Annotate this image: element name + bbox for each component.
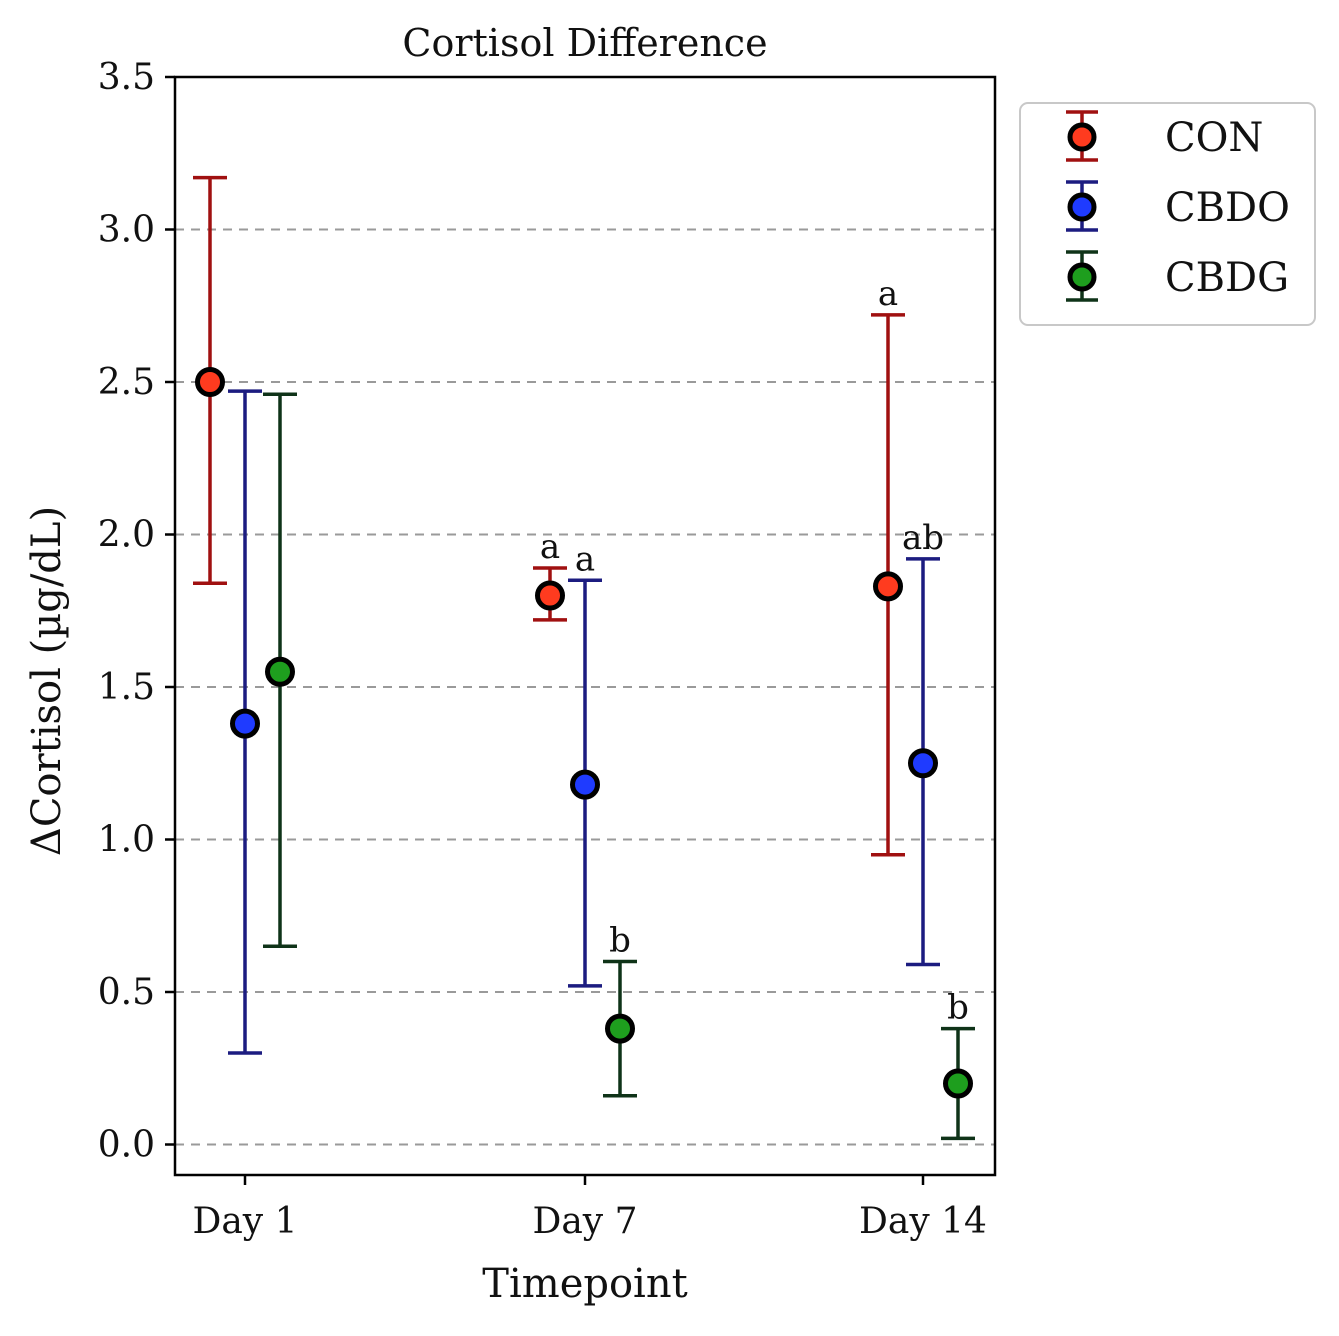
x-tick-label: Day 1 [192, 1201, 297, 1242]
legend: CON CBDO CBDG [1019, 102, 1316, 326]
cbdo-significance-label: ab [902, 518, 944, 558]
y-tick-label: 1.5 [98, 667, 155, 708]
legend-entry-cbdg: CBDG [1066, 250, 1289, 302]
con-point [195, 367, 225, 397]
cbdo-point [570, 769, 600, 800]
cbdg-point [605, 1013, 635, 1044]
legend-label: CON [1165, 115, 1263, 161]
legend-marker [1067, 122, 1097, 152]
con-point-group: a [871, 274, 905, 857]
con-point-group: a [533, 527, 567, 622]
y-tick-label: 3.5 [98, 57, 155, 98]
con-significance-label: a [878, 274, 898, 314]
cbdg-significance-label: b [947, 988, 969, 1028]
legend-marker [1067, 192, 1097, 222]
y-tick-label: 3.0 [98, 210, 155, 251]
grid-lines [175, 228, 995, 1146]
cbdo-point [230, 708, 260, 739]
y-tick-label: 2.0 [98, 515, 155, 556]
y-tick-label: 0.0 [98, 1125, 155, 1166]
cbdg-point [265, 656, 295, 687]
con-point-group [193, 175, 227, 586]
x-tick-label: Day 14 [859, 1201, 987, 1242]
cbdo-point-group [228, 389, 262, 1055]
cbdg-significance-label: b [609, 921, 631, 961]
legend-entry-con: CON [1066, 110, 1263, 162]
y-tick-label: 0.5 [98, 972, 155, 1013]
cbdg-point-group: b [941, 988, 975, 1141]
cbdo-point [908, 748, 938, 779]
cbdo-significance-label: a [575, 539, 595, 579]
chart-title: Cortisol Difference [402, 21, 767, 65]
cbdg-point-group: b [603, 921, 637, 1098]
con-point [873, 571, 903, 602]
y-axis-label: ΔCortisol (µg/dL) [24, 506, 70, 856]
cbdg-point [943, 1068, 973, 1099]
cbdg-point-group [263, 392, 297, 948]
con-point [535, 580, 565, 611]
con-significance-label: a [540, 527, 560, 567]
axis-ticks: 0.0 0.5 1.0 1.5 2.0 2.5 3.0 3.5 Day 1 Day 7 Day 14 [98, 57, 987, 1242]
x-tick-label: Day 7 [532, 1201, 637, 1242]
legend-marker [1067, 262, 1097, 292]
legend-label: CBDO [1165, 185, 1290, 231]
y-tick-label: 2.5 [98, 362, 155, 403]
legend-entry-cbdo: CBDO [1066, 180, 1290, 232]
x-axis-label: Timepoint [482, 1261, 687, 1307]
cbdo-point-group: a [568, 539, 602, 988]
cbdo-point-group: ab [902, 518, 944, 967]
y-tick-label: 1.0 [98, 820, 155, 861]
legend-label: CBDG [1165, 255, 1289, 301]
